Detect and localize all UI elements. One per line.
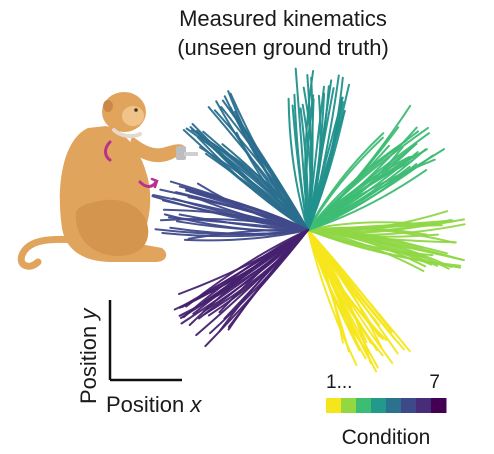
xlabel-text: Position: [106, 392, 190, 417]
trajectory-condition-1: [307, 229, 368, 344]
trajectory-condition-2: [307, 221, 426, 231]
trajectory-condition-6: [185, 188, 309, 231]
implant-arrow-arm-head: [150, 177, 159, 189]
ylabel-text: Position: [76, 320, 101, 404]
manipulandum-bar: [184, 152, 198, 156]
trajectory-condition-5: [199, 135, 309, 231]
trajectory-condition-3: [307, 137, 390, 231]
trajectory-condition-3: [307, 163, 418, 231]
monkey-face: [122, 106, 144, 126]
ylabel: Position y: [76, 307, 101, 404]
monkey-icon: [17, 92, 198, 270]
trajectory-condition-3: [307, 132, 385, 231]
colorbar-swatch-3: [356, 398, 372, 413]
colorbar-swatch-7: [416, 398, 432, 413]
trajectory-condition-2: [307, 229, 465, 262]
trajectory-condition-4: [307, 76, 314, 231]
monkey-tail: [17, 235, 82, 270]
trajectory-condition-2: [307, 229, 434, 257]
monkey-leg: [75, 199, 149, 256]
trajectory-condition-3: [307, 151, 419, 231]
scale-bars: [108, 300, 182, 382]
trajectory-condition-7: [185, 229, 309, 308]
trajectory-condition-6: [178, 213, 309, 231]
trajectory-condition-7: [178, 229, 309, 317]
colorbar-tick-start: 1...: [326, 372, 352, 393]
trajectory-condition-3: [307, 139, 408, 231]
trajectory-condition-6: [188, 190, 309, 231]
trajectory-condition-4: [305, 94, 315, 231]
figure-title-line-2: (unseen ground truth): [177, 35, 389, 60]
trajectory-condition-4: [287, 97, 309, 231]
xlabel-variable: x: [189, 392, 202, 417]
trajectory-condition-5: [227, 90, 309, 231]
colorbar-tick-end: 7: [429, 372, 440, 393]
trajectory-condition-1: [307, 229, 396, 341]
trajectory-condition-6: [159, 218, 309, 231]
trajectory-condition-6: [161, 229, 309, 238]
trajectory-condition-6: [151, 195, 309, 231]
colorbar-swatches: [326, 398, 447, 413]
ylabel-variable: y: [76, 307, 101, 322]
trajectory-condition-5: [229, 92, 309, 231]
colorbar-swatch-8: [431, 398, 447, 413]
monkey-arm: [128, 136, 185, 163]
trajectory-condition-2: [307, 224, 443, 231]
colorbar-swatch-6: [401, 398, 417, 413]
figure-title-line-1: Measured kinematics: [179, 6, 387, 31]
colorbar-swatch-1: [326, 398, 342, 413]
trajectory-condition-7: [178, 229, 309, 295]
implant-arrow-shoulder: [104, 140, 112, 162]
trajectory-condition-4: [307, 96, 344, 231]
colorbar-swatch-5: [386, 398, 402, 413]
trajectory-condition-4: [307, 112, 346, 231]
colorbar-swatch-2: [341, 398, 357, 413]
monkey-eye: [134, 108, 138, 112]
trajectory-fan: [151, 67, 466, 373]
xlabel: Position x: [106, 392, 202, 417]
trajectory-condition-5: [185, 127, 309, 231]
colorbar-label: Condition: [342, 426, 431, 449]
monkey-collar: [112, 128, 142, 139]
colorbar-swatch-4: [371, 398, 387, 413]
manipulandum-handle: [176, 146, 186, 160]
monkey-ear: [103, 100, 113, 112]
